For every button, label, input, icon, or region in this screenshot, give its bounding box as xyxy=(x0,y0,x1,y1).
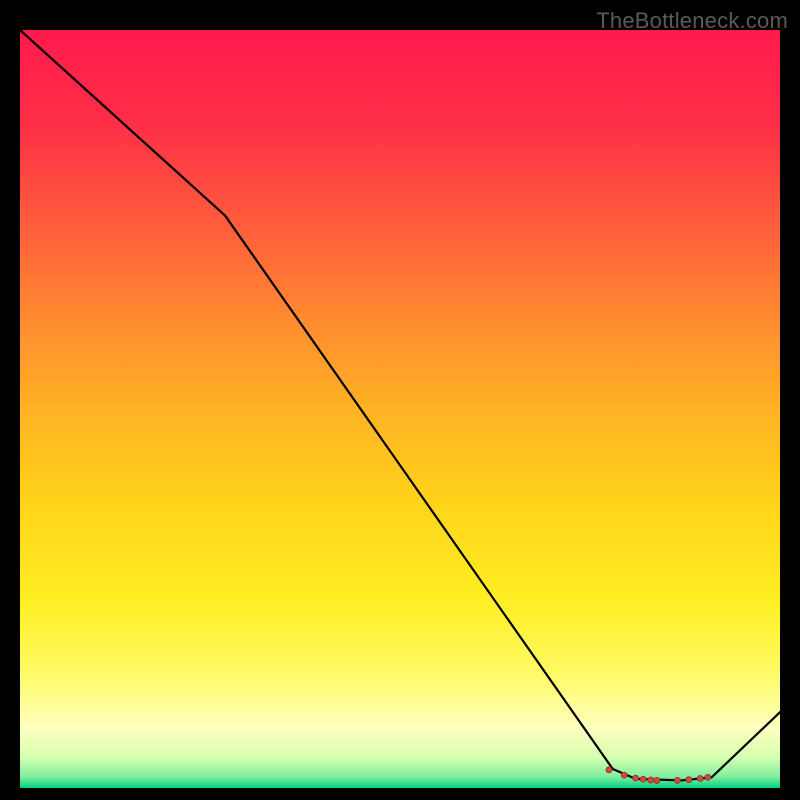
marker-point xyxy=(674,777,680,783)
marker-point xyxy=(697,776,703,782)
marker-point xyxy=(633,775,639,781)
marker-point xyxy=(654,777,660,783)
marker-point xyxy=(648,777,654,783)
marker-point xyxy=(621,772,627,778)
marker-point xyxy=(686,777,692,783)
marker-point xyxy=(640,776,646,782)
plot-background xyxy=(20,30,780,788)
chart-container: { "watermark": "TheBottleneck.com", "cha… xyxy=(0,0,800,800)
marker-point xyxy=(705,774,711,780)
watermark-text: TheBottleneck.com xyxy=(596,8,788,34)
bottleneck-chart xyxy=(0,0,800,800)
marker-point xyxy=(606,767,612,773)
